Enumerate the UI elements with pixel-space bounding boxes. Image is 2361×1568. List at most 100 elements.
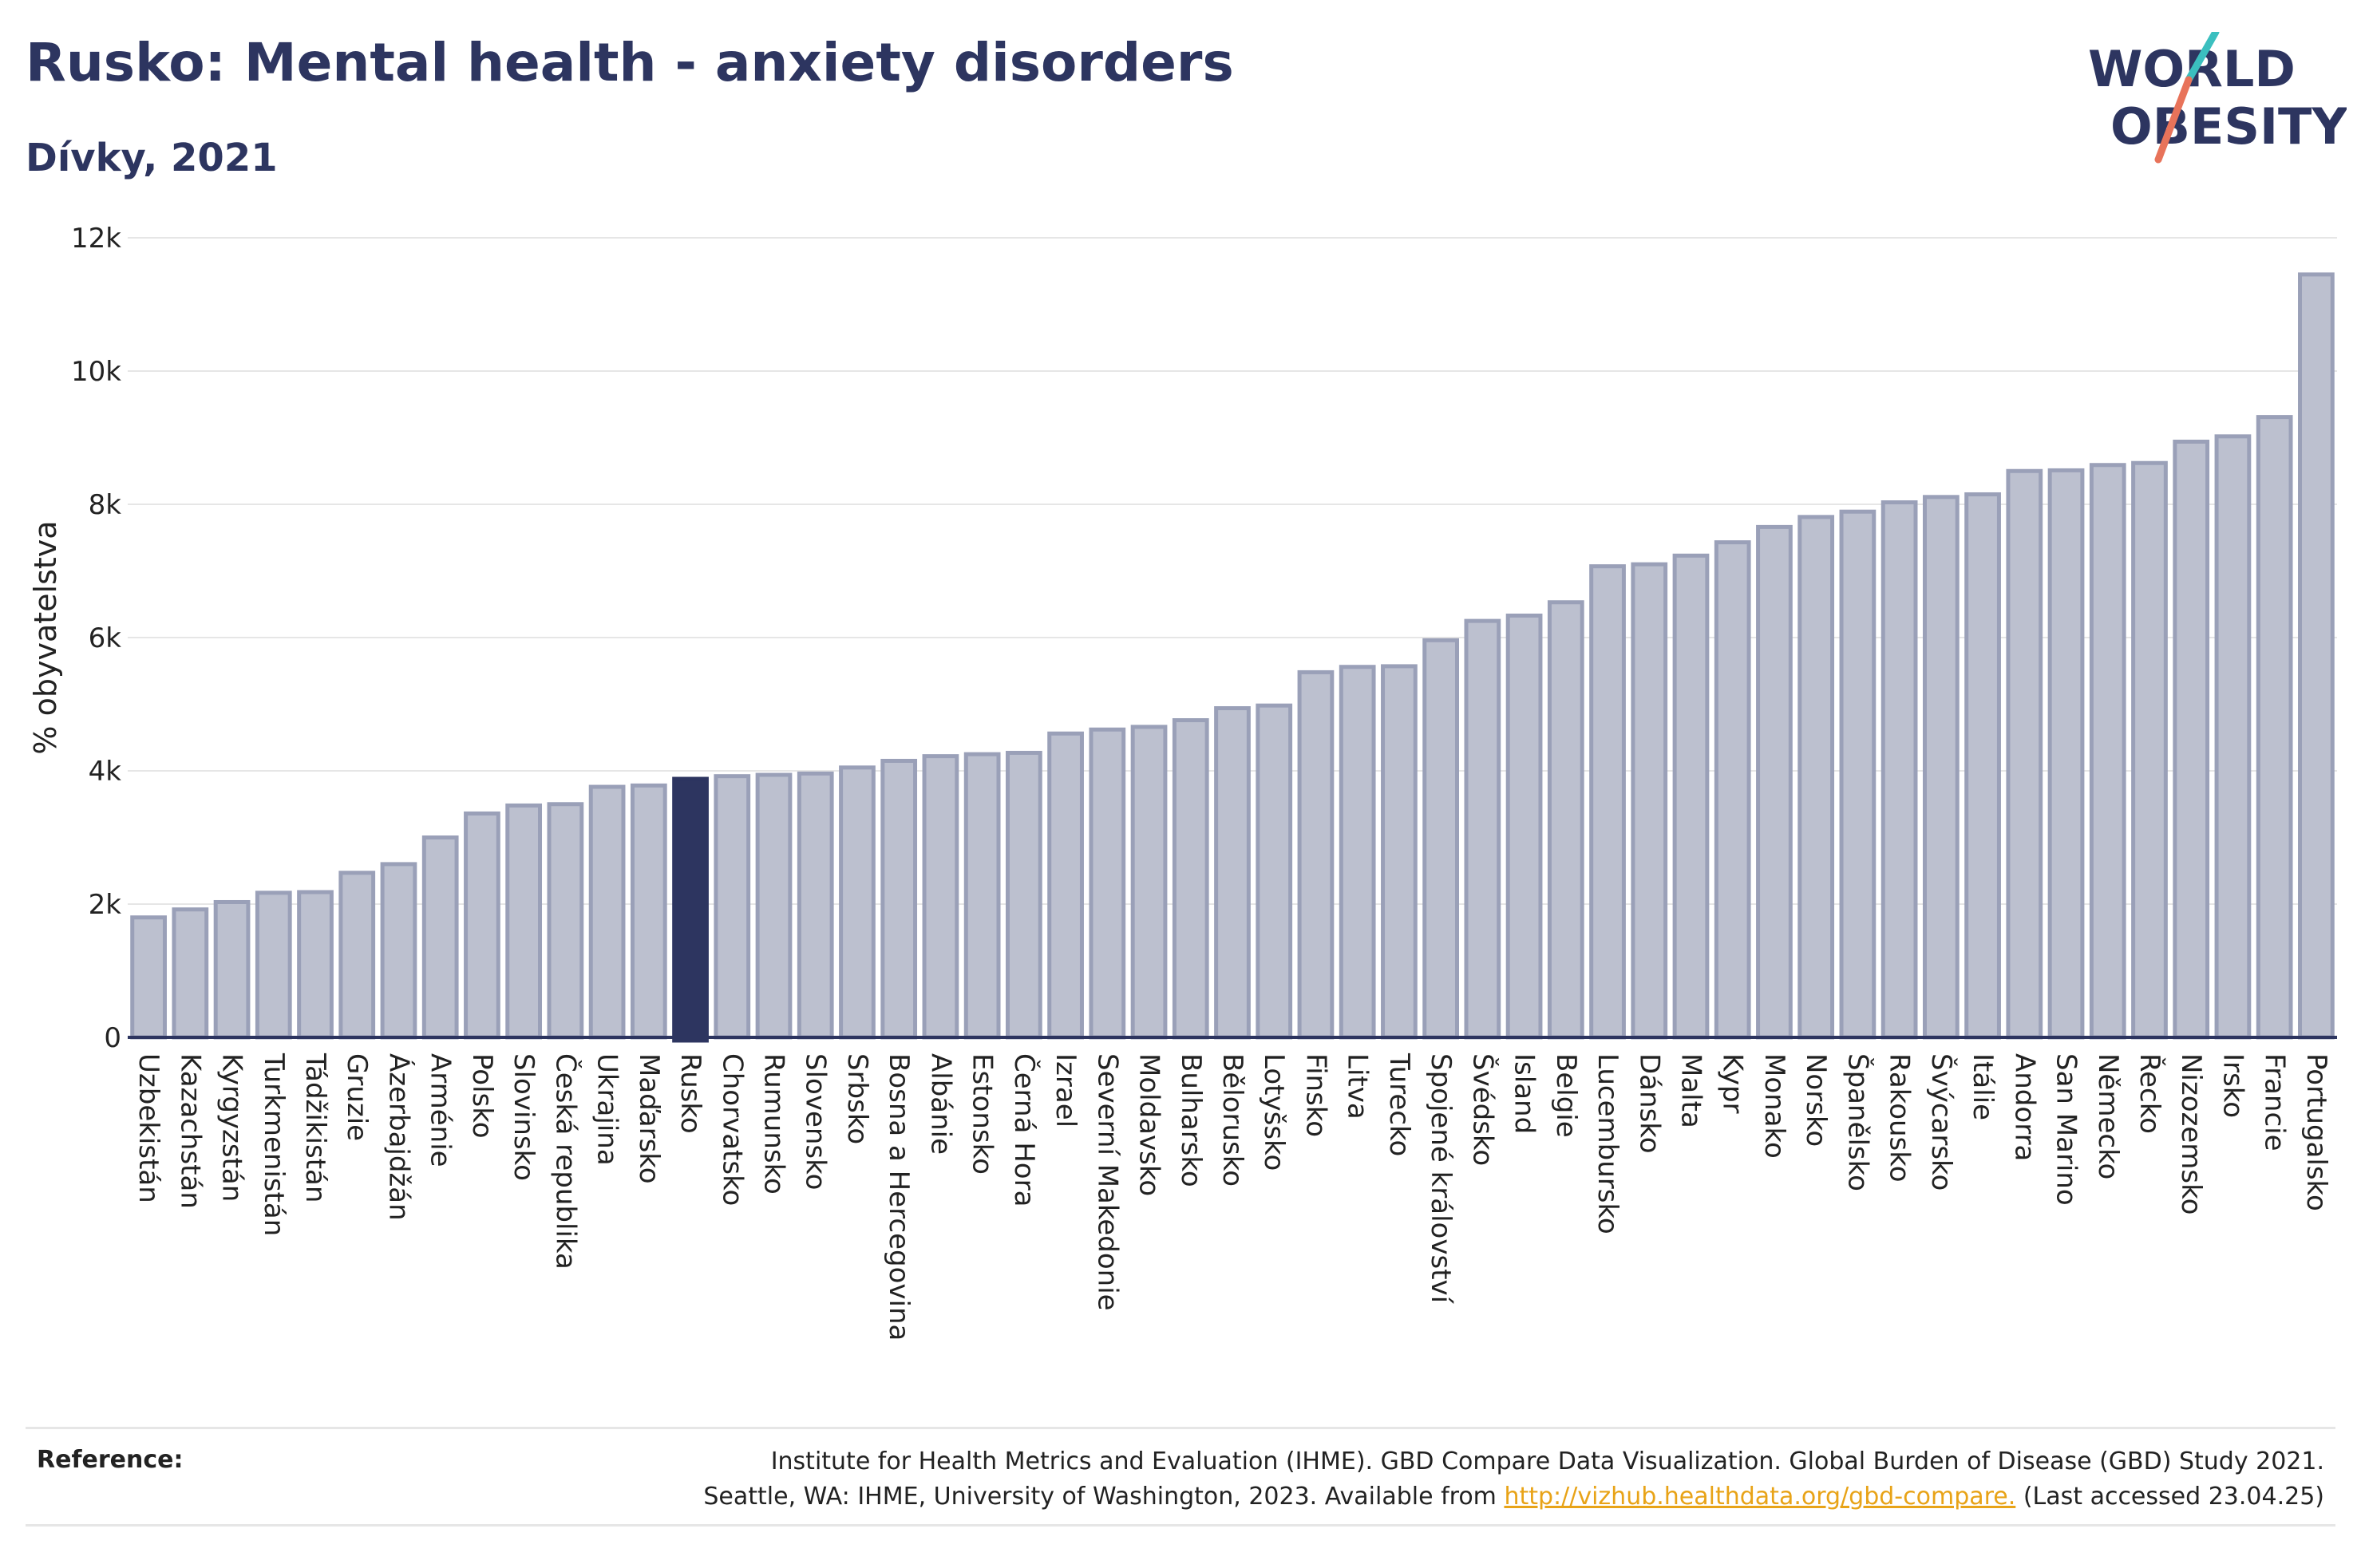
bar-chart: 0 2k 4k 6k 8k 10k 12k % obyvatelstva Uzbekistán K… bbox=[28, 223, 2337, 1341]
bar-country bbox=[2298, 272, 2335, 1040]
x-tick-label: Irsko bbox=[2217, 1053, 2248, 1118]
bar-country bbox=[547, 802, 584, 1040]
y-tick-label: 6k bbox=[89, 622, 122, 654]
bar-country bbox=[1464, 618, 1501, 1040]
x-tick-label: Malta bbox=[1675, 1053, 1706, 1128]
bar-country bbox=[797, 771, 834, 1040]
y-tick-label: 2k bbox=[89, 889, 122, 921]
x-tick-label: Albánie bbox=[924, 1053, 956, 1155]
x-tick-label: Švédsko bbox=[1466, 1053, 1499, 1166]
x-tick-label: Belgie bbox=[1550, 1053, 1582, 1138]
bar-country bbox=[588, 784, 626, 1040]
bar-country bbox=[1672, 553, 1710, 1040]
x-tick-label: Ukrajina bbox=[591, 1053, 623, 1166]
reference-divider-bottom bbox=[26, 1524, 2335, 1527]
bar-country bbox=[2173, 440, 2210, 1040]
bar-country bbox=[213, 899, 251, 1040]
bar-country bbox=[2256, 415, 2293, 1040]
logo-slash-teal bbox=[2185, 32, 2220, 84]
bar-country bbox=[1505, 613, 1543, 1040]
x-tick-label: Arménie bbox=[425, 1053, 457, 1167]
x-tick-label: Spojené království bbox=[1425, 1053, 1457, 1305]
bar-country bbox=[1880, 500, 1918, 1040]
reference-label: Reference: bbox=[37, 1446, 184, 1474]
x-tick-label: Bulharsko bbox=[1175, 1053, 1207, 1187]
bar-country bbox=[2131, 460, 2168, 1040]
reference-text: Institute for Health Metrics and Evaluat… bbox=[568, 1444, 2324, 1515]
x-tick-label: Portugalsko bbox=[2300, 1053, 2332, 1211]
x-tick-label: Kypr bbox=[1717, 1053, 1749, 1114]
bar-country bbox=[2047, 468, 2085, 1040]
x-tick-label: Rusko bbox=[674, 1053, 706, 1134]
bar-country bbox=[297, 890, 334, 1040]
x-tick-label: Polsko bbox=[466, 1053, 498, 1139]
x-tick-label: Itálie bbox=[1967, 1053, 1999, 1120]
x-tick-label: Srbsko bbox=[841, 1053, 873, 1144]
x-tick-label: Moldavsko bbox=[1133, 1053, 1165, 1196]
x-tick-label: Nizozemsko bbox=[2175, 1053, 2207, 1215]
page-title: Rusko: Mental health - anxiety disorders bbox=[26, 32, 1234, 93]
bar-country bbox=[880, 758, 918, 1040]
x-tick-label: Gruzie bbox=[341, 1053, 373, 1141]
reference-link[interactable]: http://vizhub.healthdata.org/gbd-compare… bbox=[1504, 1483, 2016, 1511]
x-tick-label: Uzbekistán bbox=[132, 1053, 164, 1203]
bar-country bbox=[1214, 706, 1251, 1040]
bar-country bbox=[1964, 492, 2001, 1040]
x-tick-label: Kyrgyzstán bbox=[216, 1053, 248, 1202]
x-tick-label: Island bbox=[1509, 1053, 1540, 1134]
bar-country bbox=[1756, 524, 1793, 1040]
bar-country bbox=[172, 907, 209, 1040]
x-tick-label: Chorvatsko bbox=[716, 1053, 748, 1206]
reference-divider-top bbox=[26, 1427, 2335, 1429]
x-tick-label: San Marino bbox=[2051, 1053, 2082, 1206]
reference-line-2-suffix: (Last accessed 23.04.25) bbox=[2015, 1483, 2324, 1511]
bar-country bbox=[1256, 703, 1293, 1040]
bar-country bbox=[130, 915, 167, 1040]
bar-country bbox=[505, 803, 543, 1040]
bar-country bbox=[1005, 750, 1042, 1040]
y-tick-label: 4k bbox=[89, 756, 122, 788]
x-tick-label: Estonsko bbox=[967, 1053, 999, 1175]
y-tick-label: 8k bbox=[89, 489, 122, 521]
x-tick-label: Maďarsko bbox=[633, 1053, 665, 1184]
x-tick-label: Rumunsko bbox=[758, 1053, 790, 1195]
x-tick-label: Severní Makedonie bbox=[1091, 1053, 1123, 1311]
x-tick-label: Turecko bbox=[1383, 1053, 1415, 1156]
reference-line-2-text: Seattle, WA: IHME, University of Washing… bbox=[703, 1483, 1505, 1511]
x-tick-label: Finsko bbox=[1299, 1053, 1331, 1137]
x-tick-label: Černá Hora bbox=[1008, 1053, 1041, 1207]
bar-country bbox=[2214, 434, 2252, 1040]
bar-country bbox=[963, 752, 1001, 1040]
bar-country bbox=[1297, 669, 1335, 1040]
bar-country bbox=[2089, 463, 2126, 1040]
logo-text-line2: OBESITY bbox=[2110, 97, 2347, 156]
x-tick-label: Tádžikistán bbox=[299, 1053, 331, 1203]
world-obesity-logo: WORLD OBESITY bbox=[2088, 32, 2347, 164]
bar-country bbox=[255, 891, 292, 1040]
x-tick-label: Bělorusko bbox=[1216, 1053, 1248, 1187]
bar-country bbox=[630, 783, 667, 1040]
x-tick-label: Francie bbox=[2259, 1053, 2291, 1151]
y-axis-label: % obyvatelstva bbox=[28, 520, 63, 754]
bar-country bbox=[464, 811, 500, 1040]
x-tick-label: Slovinsko bbox=[508, 1053, 540, 1181]
x-tick-label: Řecko bbox=[2134, 1053, 2166, 1134]
bar-country bbox=[1589, 564, 1626, 1040]
bar-country bbox=[922, 754, 959, 1040]
x-tick-label: Turkmenistán bbox=[258, 1053, 290, 1236]
y-tick-label: 12k bbox=[71, 223, 121, 255]
bar-country bbox=[380, 862, 417, 1040]
bar-country bbox=[1797, 515, 1835, 1040]
x-tick-label: Česká republika bbox=[549, 1053, 582, 1270]
x-tick-label: Ázerbajdžán bbox=[382, 1053, 415, 1221]
bar-country bbox=[1130, 725, 1168, 1040]
bar-country bbox=[1089, 727, 1126, 1040]
x-tick-label: Rakousko bbox=[1884, 1053, 1916, 1183]
x-tick-label: Španělsko bbox=[1841, 1053, 1874, 1191]
x-tick-label: Izrael bbox=[1050, 1053, 1082, 1128]
x-tick-label: Monako bbox=[1758, 1053, 1790, 1159]
bar-country bbox=[1839, 509, 1877, 1040]
reference-line-1: Institute for Health Metrics and Evaluat… bbox=[770, 1448, 2324, 1475]
x-tick-label: Dánsko bbox=[1633, 1053, 1665, 1154]
reference-line-2: Seattle, WA: IHME, University of Washing… bbox=[568, 1479, 2324, 1515]
